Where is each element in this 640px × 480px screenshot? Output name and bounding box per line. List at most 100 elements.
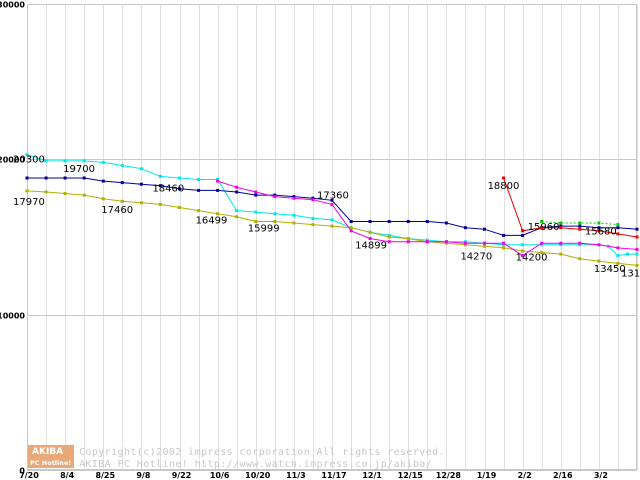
grid (27, 4, 638, 471)
data-point-magenta (521, 254, 525, 258)
data-point-navy (349, 220, 353, 223)
x-tick-label: 7/20 (19, 471, 39, 480)
data-label: 17460 (101, 205, 133, 216)
data-point-magenta (502, 241, 506, 245)
data-point-olive (235, 215, 239, 219)
data-point-red (502, 176, 506, 180)
data-point-navy (25, 176, 29, 180)
x-tick-label: 2/16 (553, 471, 573, 480)
data-point-navy (63, 176, 67, 180)
data-point-red (616, 232, 620, 236)
data-point-green (578, 221, 582, 225)
data-point-magenta (216, 179, 220, 183)
data-label: 13170 (621, 268, 640, 279)
data-point-green (540, 220, 544, 223)
data-point-navy (559, 224, 563, 228)
series-line-green (541, 221, 618, 226)
data-point-cyan (559, 243, 563, 247)
data-point-navy (578, 224, 582, 228)
data-label: 16499 (196, 216, 228, 227)
y-tick-label: 0 (19, 467, 25, 476)
data-point-cyan (626, 252, 629, 256)
copyright-text: Copyright(c)2002 impress corporation All… (79, 447, 445, 458)
data-point-olive (406, 237, 410, 241)
y-tick-label: 10000 (0, 312, 25, 321)
akiba-logo-bottom (28, 457, 74, 468)
data-point-cyan (158, 174, 162, 178)
data-point-magenta (349, 229, 353, 233)
data-point-navy (521, 233, 525, 237)
data-point-olive (292, 221, 296, 225)
data-point-cyan (616, 254, 620, 258)
data-labels: 20300 19700 17970 17460 18460 16499 15999 17360… (13, 155, 640, 280)
data-point-navy (44, 176, 48, 180)
data-point-green (616, 223, 620, 227)
data-point-magenta (254, 190, 258, 194)
data-label: 15680 (585, 226, 617, 237)
data-point-red (578, 227, 582, 231)
data-point-olive (368, 230, 372, 234)
data-point-olive (330, 224, 334, 228)
data-label: 15960 (528, 222, 560, 233)
data-point-olive (197, 209, 201, 213)
data-label: 14270 (460, 251, 492, 262)
x-tick-label: 10/6 (210, 471, 230, 480)
data-point-olive (273, 220, 277, 223)
data-point-navy (292, 195, 296, 199)
data-point-magenta (235, 185, 239, 189)
data-point-navy (139, 182, 143, 186)
data-point-navy (82, 176, 86, 180)
data-label: 14899 (355, 241, 387, 252)
x-tick-label: 12/28 (436, 471, 462, 480)
data-point-cyan (578, 243, 582, 247)
data-label: 17360 (317, 190, 349, 201)
data-point-olive (502, 246, 506, 250)
data-point-olive (387, 235, 391, 239)
data-point-cyan (63, 159, 67, 163)
data-point-magenta (540, 241, 544, 245)
x-tick-label: 8/4 (60, 471, 74, 480)
data-point-cyan (311, 216, 315, 220)
data-point-navy (158, 184, 162, 188)
data-point-cyan (292, 213, 296, 217)
x-tick-label: 9/8 (136, 471, 150, 480)
data-point-olive (178, 206, 181, 209)
data-point-olive (559, 252, 563, 256)
data-point-olive (216, 212, 220, 216)
data-point-red (597, 229, 601, 233)
data-point-olive (311, 223, 315, 227)
data-point-navy (483, 227, 486, 231)
data-point-navy (616, 226, 620, 230)
data-point-cyan (139, 167, 143, 171)
data-point-olive (44, 190, 48, 194)
data-point-olive (597, 259, 601, 263)
data-point-magenta (463, 241, 467, 245)
akiba-logo-top (28, 445, 74, 457)
data-point-cyan (425, 238, 429, 242)
data-point-cyan (216, 178, 220, 181)
watermark: AKIBA PC Hotline! Copyright(c)2002 impre… (28, 445, 445, 470)
data-point-magenta (559, 241, 563, 245)
y-tick-label: 20000 (0, 156, 25, 165)
data-point-cyan (330, 218, 334, 222)
data-point-cyan (101, 160, 105, 164)
logo-pchotline-text: PC Hotline! (30, 459, 71, 467)
x-tick-label: 8/25 (95, 471, 115, 480)
data-point-olive (483, 244, 486, 248)
data-point-cyan (120, 164, 124, 167)
data-point-navy (387, 220, 391, 223)
data-label: 17970 (13, 197, 45, 208)
data-point-navy (502, 233, 506, 237)
data-point-cyan (44, 159, 48, 163)
data-point-navy (216, 188, 220, 192)
data-point-olive (349, 226, 353, 230)
data-point-olive (521, 249, 525, 253)
x-tick-label: 3/2 (594, 471, 608, 480)
data-point-red (635, 235, 639, 239)
data-point-magenta (635, 247, 639, 251)
x-tick-label: 11/17 (321, 471, 346, 480)
data-point-olive (101, 197, 105, 201)
